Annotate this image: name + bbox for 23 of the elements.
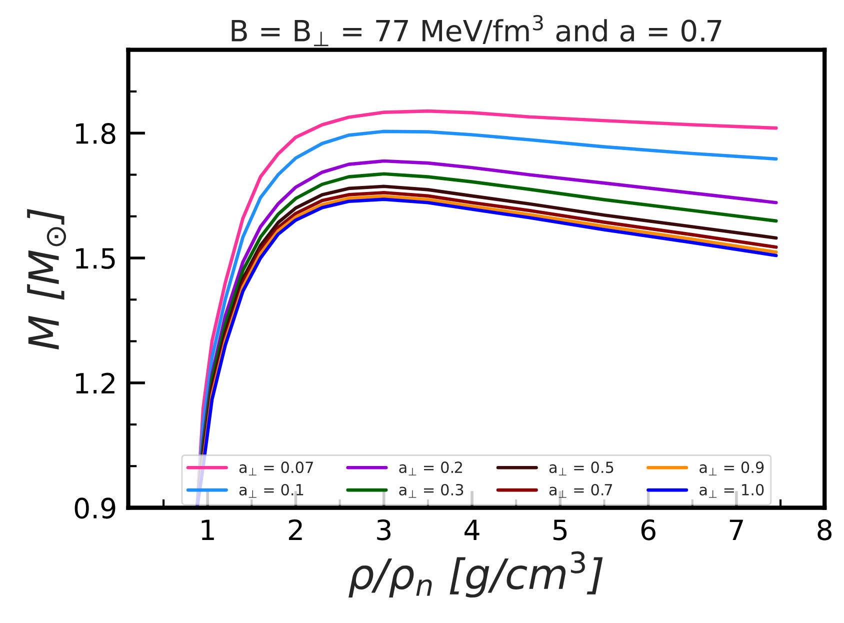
x-tick-label: 8 [818,519,832,540]
legend-label: a$_{⊥}$ = 0.5 [549,462,614,476]
chart-title: B = B$_{⊥}$ = 77 MeV/fm$^{3}$ and a = 0.7 [232,14,722,46]
legend-label: a$_{⊥}$ = 0.3 [399,484,464,498]
y-tick-label: 1.8 [76,123,116,144]
x-tick-label: 3 [377,519,390,540]
legend-label: a$_{⊥}$ = 1.0 [700,484,764,498]
x-tick-label: 1 [202,520,214,540]
y-axis-title: M [M$_{⊙}$] [27,209,66,350]
x-axis-title: ρ/ρ$_{n}$ [g/cm$^{3}$] [348,551,603,598]
y-tick-label: 0.9 [74,498,116,519]
legend-label: a$_{⊥}$ = 0.9 [700,462,764,476]
y-tick-label: 1.5 [76,248,115,269]
x-tick-label: 2 [288,519,302,540]
legend-label: a$_{⊥}$ = 0.1 [239,484,304,498]
legend-label: a$_{⊥}$ = 0.2 [399,462,462,476]
x-tick-label: 4 [464,520,480,540]
x-tick-label: 7 [730,520,743,540]
legend-label: a$_{⊥}$ = 0.7 [549,484,612,498]
x-tick-label: 5 [553,520,567,540]
x-tick-label: 6 [641,519,656,540]
y-tick-label: 1.2 [76,372,114,394]
legend-label: a$_{⊥}$ = 0.07 [239,462,313,476]
